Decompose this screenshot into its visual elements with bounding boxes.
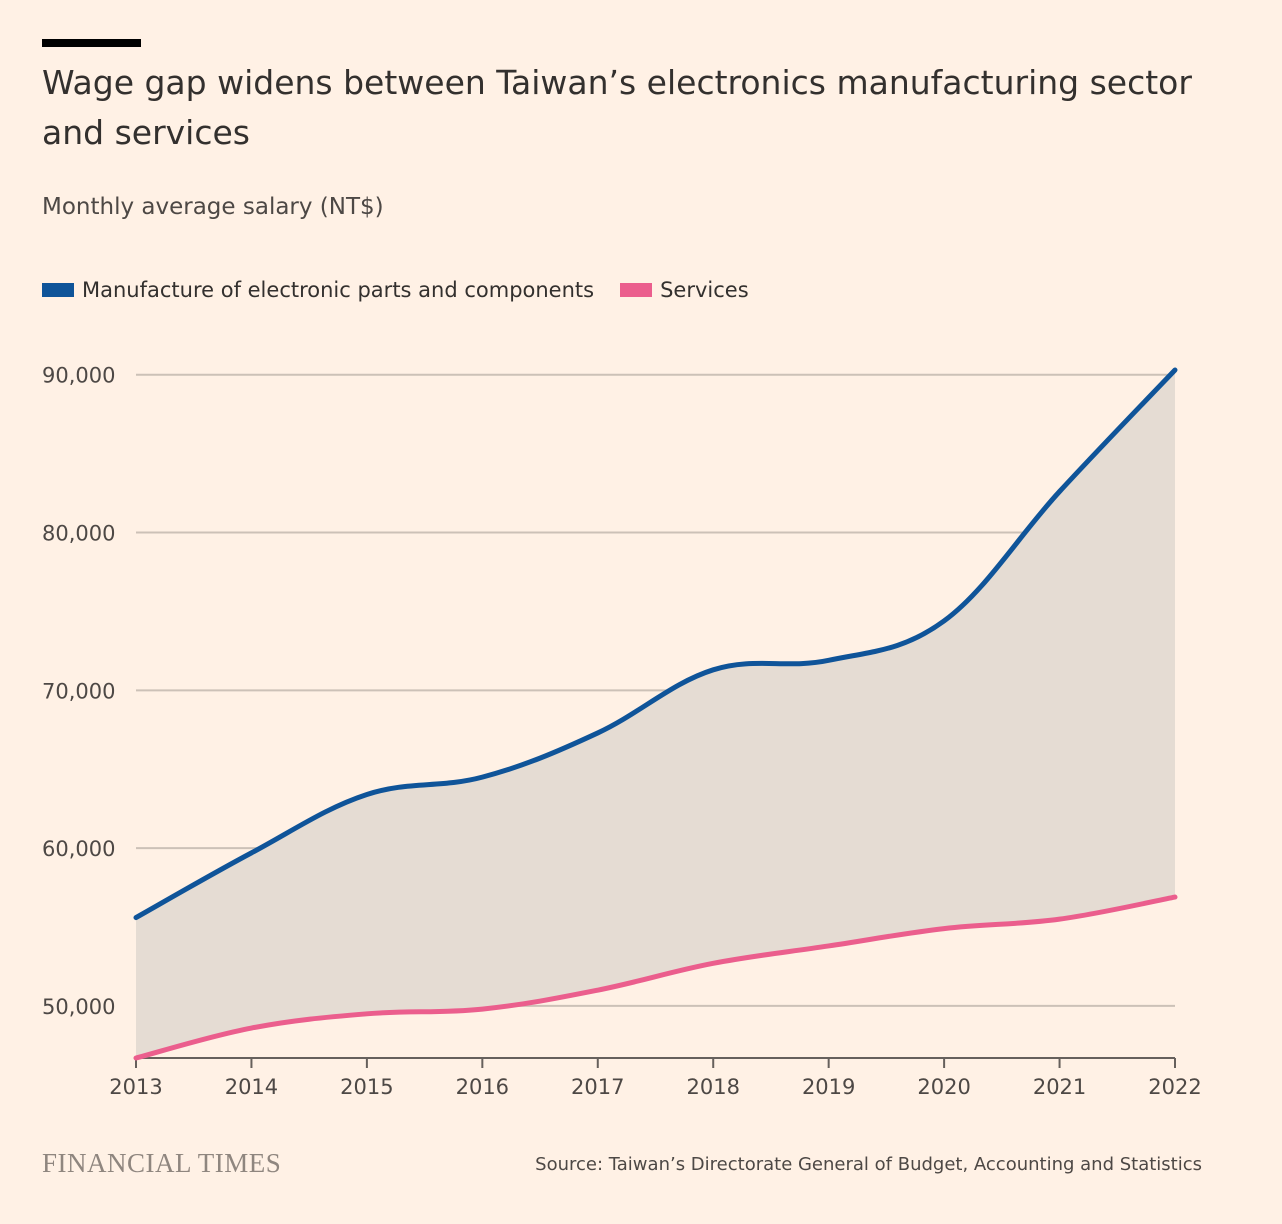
x-tick-label: 2020 (917, 1075, 970, 1099)
top-accent-bar (42, 39, 141, 47)
legend-item-services: Services (620, 278, 749, 302)
legend-swatch-manufacturing (42, 283, 74, 297)
y-tick-label: 80,000 (42, 522, 115, 546)
ft-logo: FINANCIAL TIMES (42, 1148, 282, 1178)
x-tick-label: 2016 (456, 1075, 509, 1099)
chart-title: Wage gap widens between Taiwan’s electro… (42, 63, 1192, 152)
x-axis-tick-labels: 2013 2014 2015 2016 2017 2018 2019 2020 2021 2022 (109, 1075, 1201, 1099)
chart-subtitle: Monthly average salary (NT$) (42, 194, 384, 220)
y-tick-label: 60,000 (42, 837, 115, 861)
y-tick-label: 90,000 (42, 364, 115, 388)
x-axis (135, 1057, 1176, 1068)
x-tick-label: 2015 (340, 1075, 393, 1099)
x-tick-label: 2014 (225, 1075, 278, 1099)
legend: Manufacture of electronic parts and comp… (42, 278, 775, 302)
y-axis-tick-labels: 50,000 60,000 70,000 80,000 90,000 (42, 364, 115, 1019)
series-line-manufacturing (133, 367, 1178, 921)
source-note: Source: Taiwan’s Directorate General of … (535, 1154, 1202, 1175)
y-tick-label: 50,000 (42, 995, 115, 1019)
x-tick-label: 2021 (1033, 1075, 1086, 1099)
legend-item-manufacturing: Manufacture of electronic parts and comp… (42, 278, 594, 302)
x-tick-label: 2013 (109, 1075, 162, 1099)
legend-swatch-services (620, 283, 653, 297)
gap-area (136, 370, 1175, 1058)
y-tick-label: 70,000 (42, 679, 115, 703)
x-tick-label: 2018 (686, 1075, 739, 1099)
x-tick-label: 2022 (1148, 1075, 1201, 1099)
legend-label-services: Services (660, 278, 749, 302)
legend-label-manufacturing: Manufacture of electronic parts and comp… (82, 278, 595, 302)
x-tick-label: 2017 (571, 1075, 624, 1099)
x-tick-label: 2019 (802, 1075, 855, 1099)
series-line-services (133, 894, 1178, 1061)
series-lines (133, 367, 1178, 1061)
